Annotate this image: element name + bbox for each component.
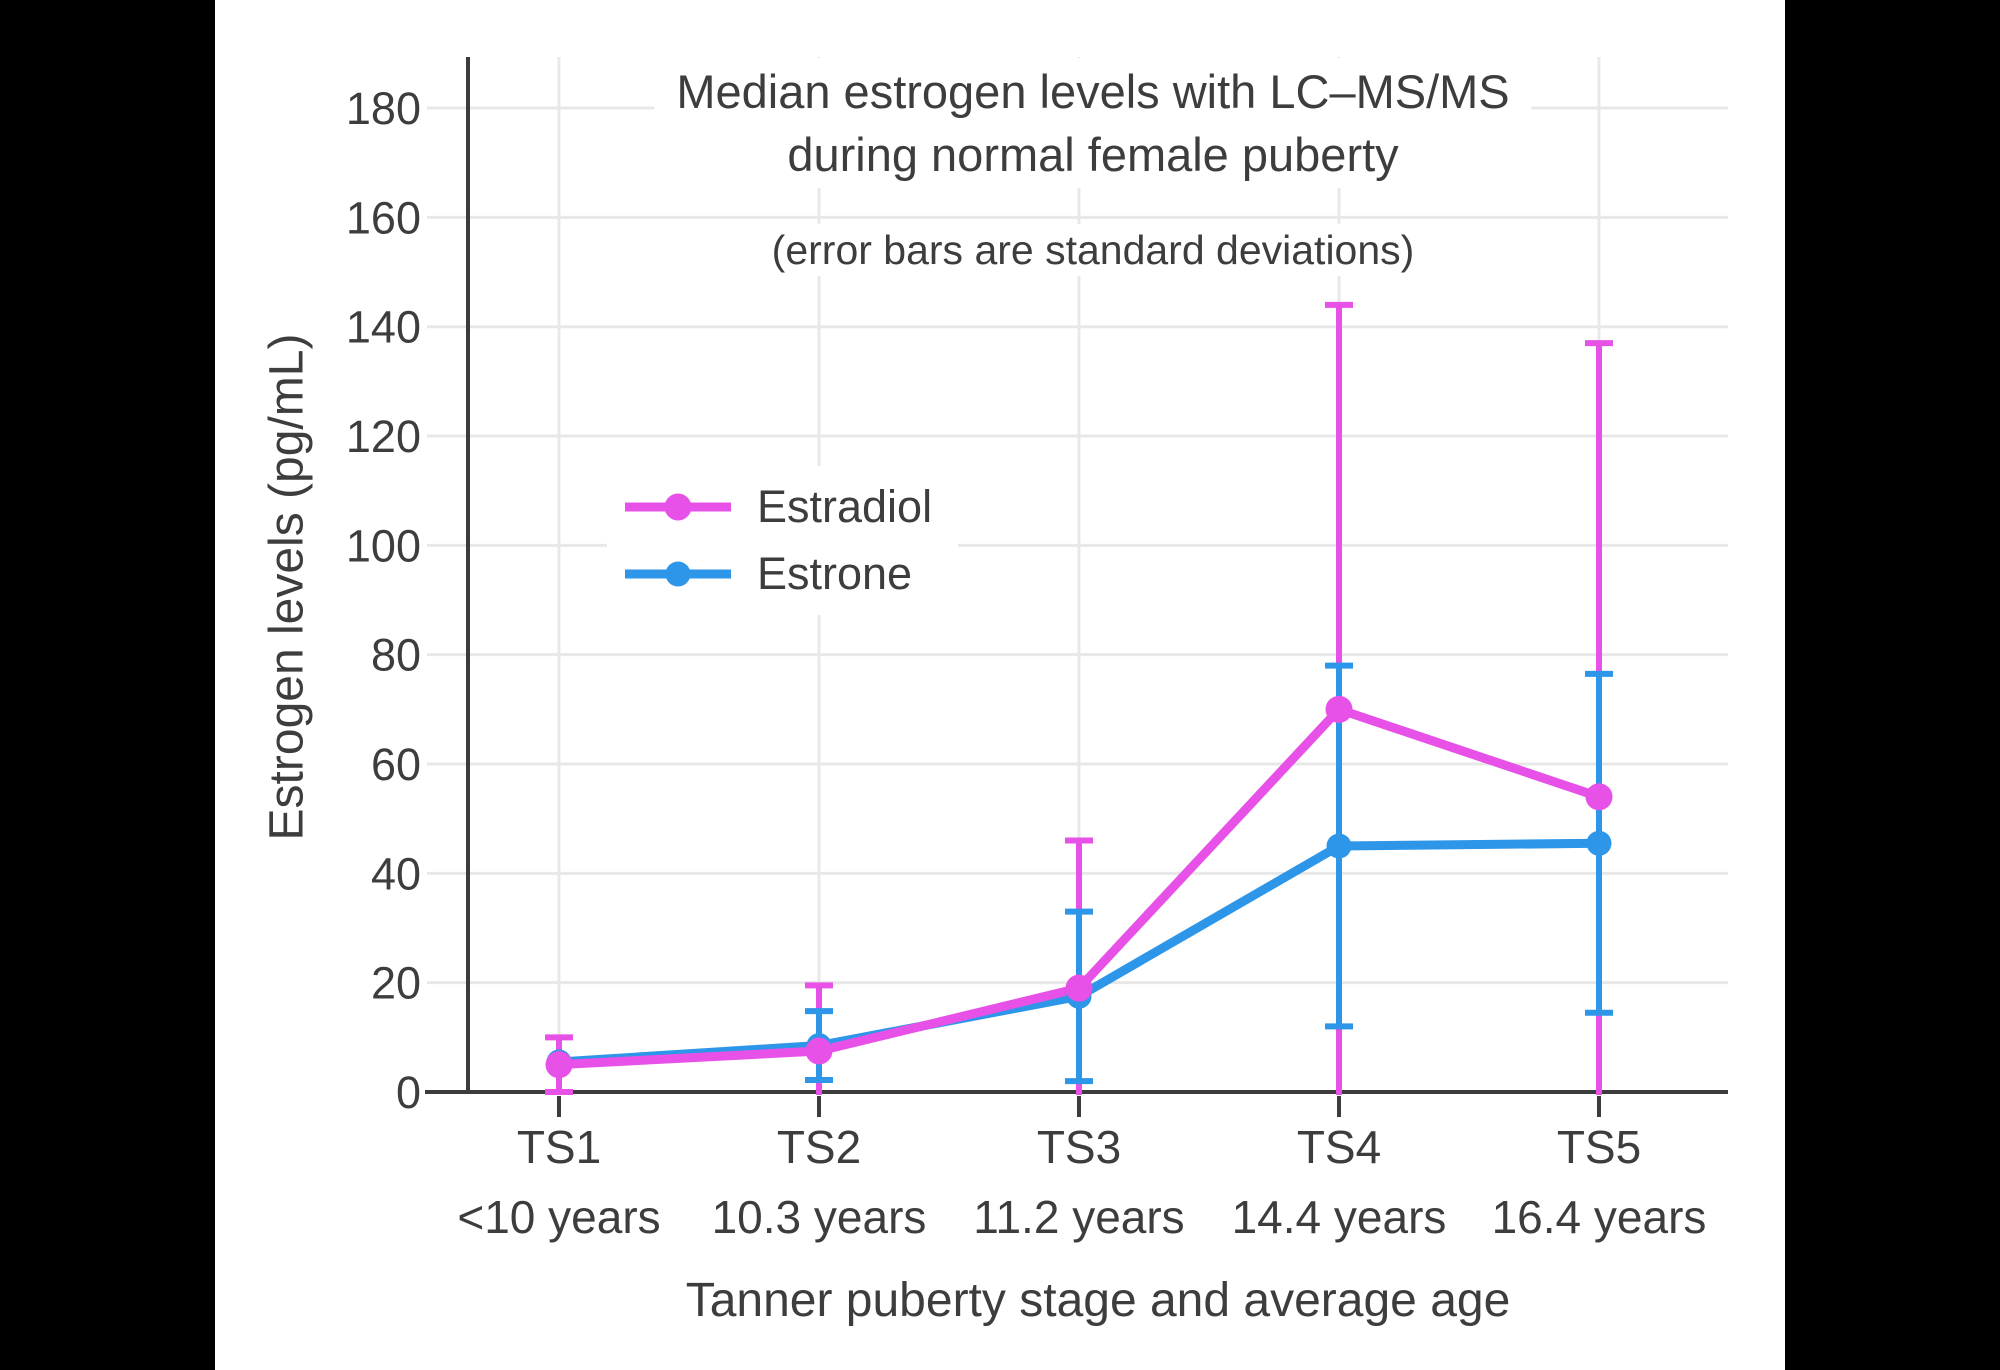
legend-item-estrone[interactable]: Estrone: [625, 543, 932, 605]
y-tick-label: 100: [346, 520, 421, 571]
chart-title-line1: Median estrogen levels with LC–MS/MS: [676, 65, 1510, 118]
y-tick-label: 140: [346, 302, 421, 353]
x-age-label: 10.3 years: [712, 1191, 927, 1243]
y-tick-label: 60: [371, 739, 421, 790]
chart-panel: 0 20 40 60 80 100 120 140 160 180 TS1 TS2 TS3 TS4 TS5 <…: [215, 0, 1785, 1370]
x-age-label: 11.2 years: [973, 1191, 1184, 1243]
chart-canvas: 0 20 40 60 80 100 120 140 160 180 TS1 TS2 TS3 TS4 TS5 <…: [346, 57, 1728, 1327]
estradiol-swatch-icon: [625, 493, 731, 521]
y-axis-title: Estrogen levels (pg/mL): [260, 333, 314, 841]
x-axis-title: Tanner puberty stage and average age: [686, 1274, 1511, 1327]
legend-label-estrone: Estrone: [757, 548, 913, 599]
legend-label-estradiol: Estradiol: [757, 481, 933, 532]
data-point-estradiol: [805, 1037, 833, 1065]
chart-title-line2: during normal female puberty: [787, 128, 1399, 181]
x-category-label: TS1: [517, 1121, 601, 1173]
y-tick-label: 180: [346, 83, 421, 134]
data-point-estradiol: [1325, 695, 1353, 723]
x-category-label: TS2: [777, 1121, 861, 1173]
y-tick-label: 80: [371, 630, 421, 681]
y-tick-label: 160: [346, 192, 421, 243]
legend-item-estradiol[interactable]: Estradiol: [625, 476, 932, 538]
y-tick-label: 120: [346, 411, 421, 462]
x-age-label: 16.4 years: [1492, 1191, 1707, 1243]
data-point-estradiol: [1065, 974, 1093, 1002]
x-category-label: TS5: [1557, 1121, 1641, 1173]
x-category-label: TS3: [1037, 1121, 1121, 1173]
y-tick-label: 40: [371, 848, 421, 899]
data-point-estrone: [1586, 830, 1612, 856]
x-age-label: <10 years: [457, 1191, 660, 1243]
y-tick-label: 20: [371, 958, 421, 1009]
data-point-estrone: [1326, 833, 1352, 859]
chart-title: Median estrogen levels with LC–MS/MS dur…: [654, 58, 1532, 188]
y-tick-label: 0: [396, 1067, 421, 1118]
data-point-estradiol: [545, 1051, 573, 1079]
data-point-estradiol: [1585, 783, 1613, 811]
estrone-swatch-icon: [625, 561, 731, 587]
chart-subtitle: (error bars are standard deviations): [753, 224, 1433, 276]
legend: Estradiol Estrone: [607, 466, 959, 615]
x-age-label: 14.4 years: [1232, 1191, 1447, 1243]
x-category-label: TS4: [1297, 1121, 1381, 1173]
